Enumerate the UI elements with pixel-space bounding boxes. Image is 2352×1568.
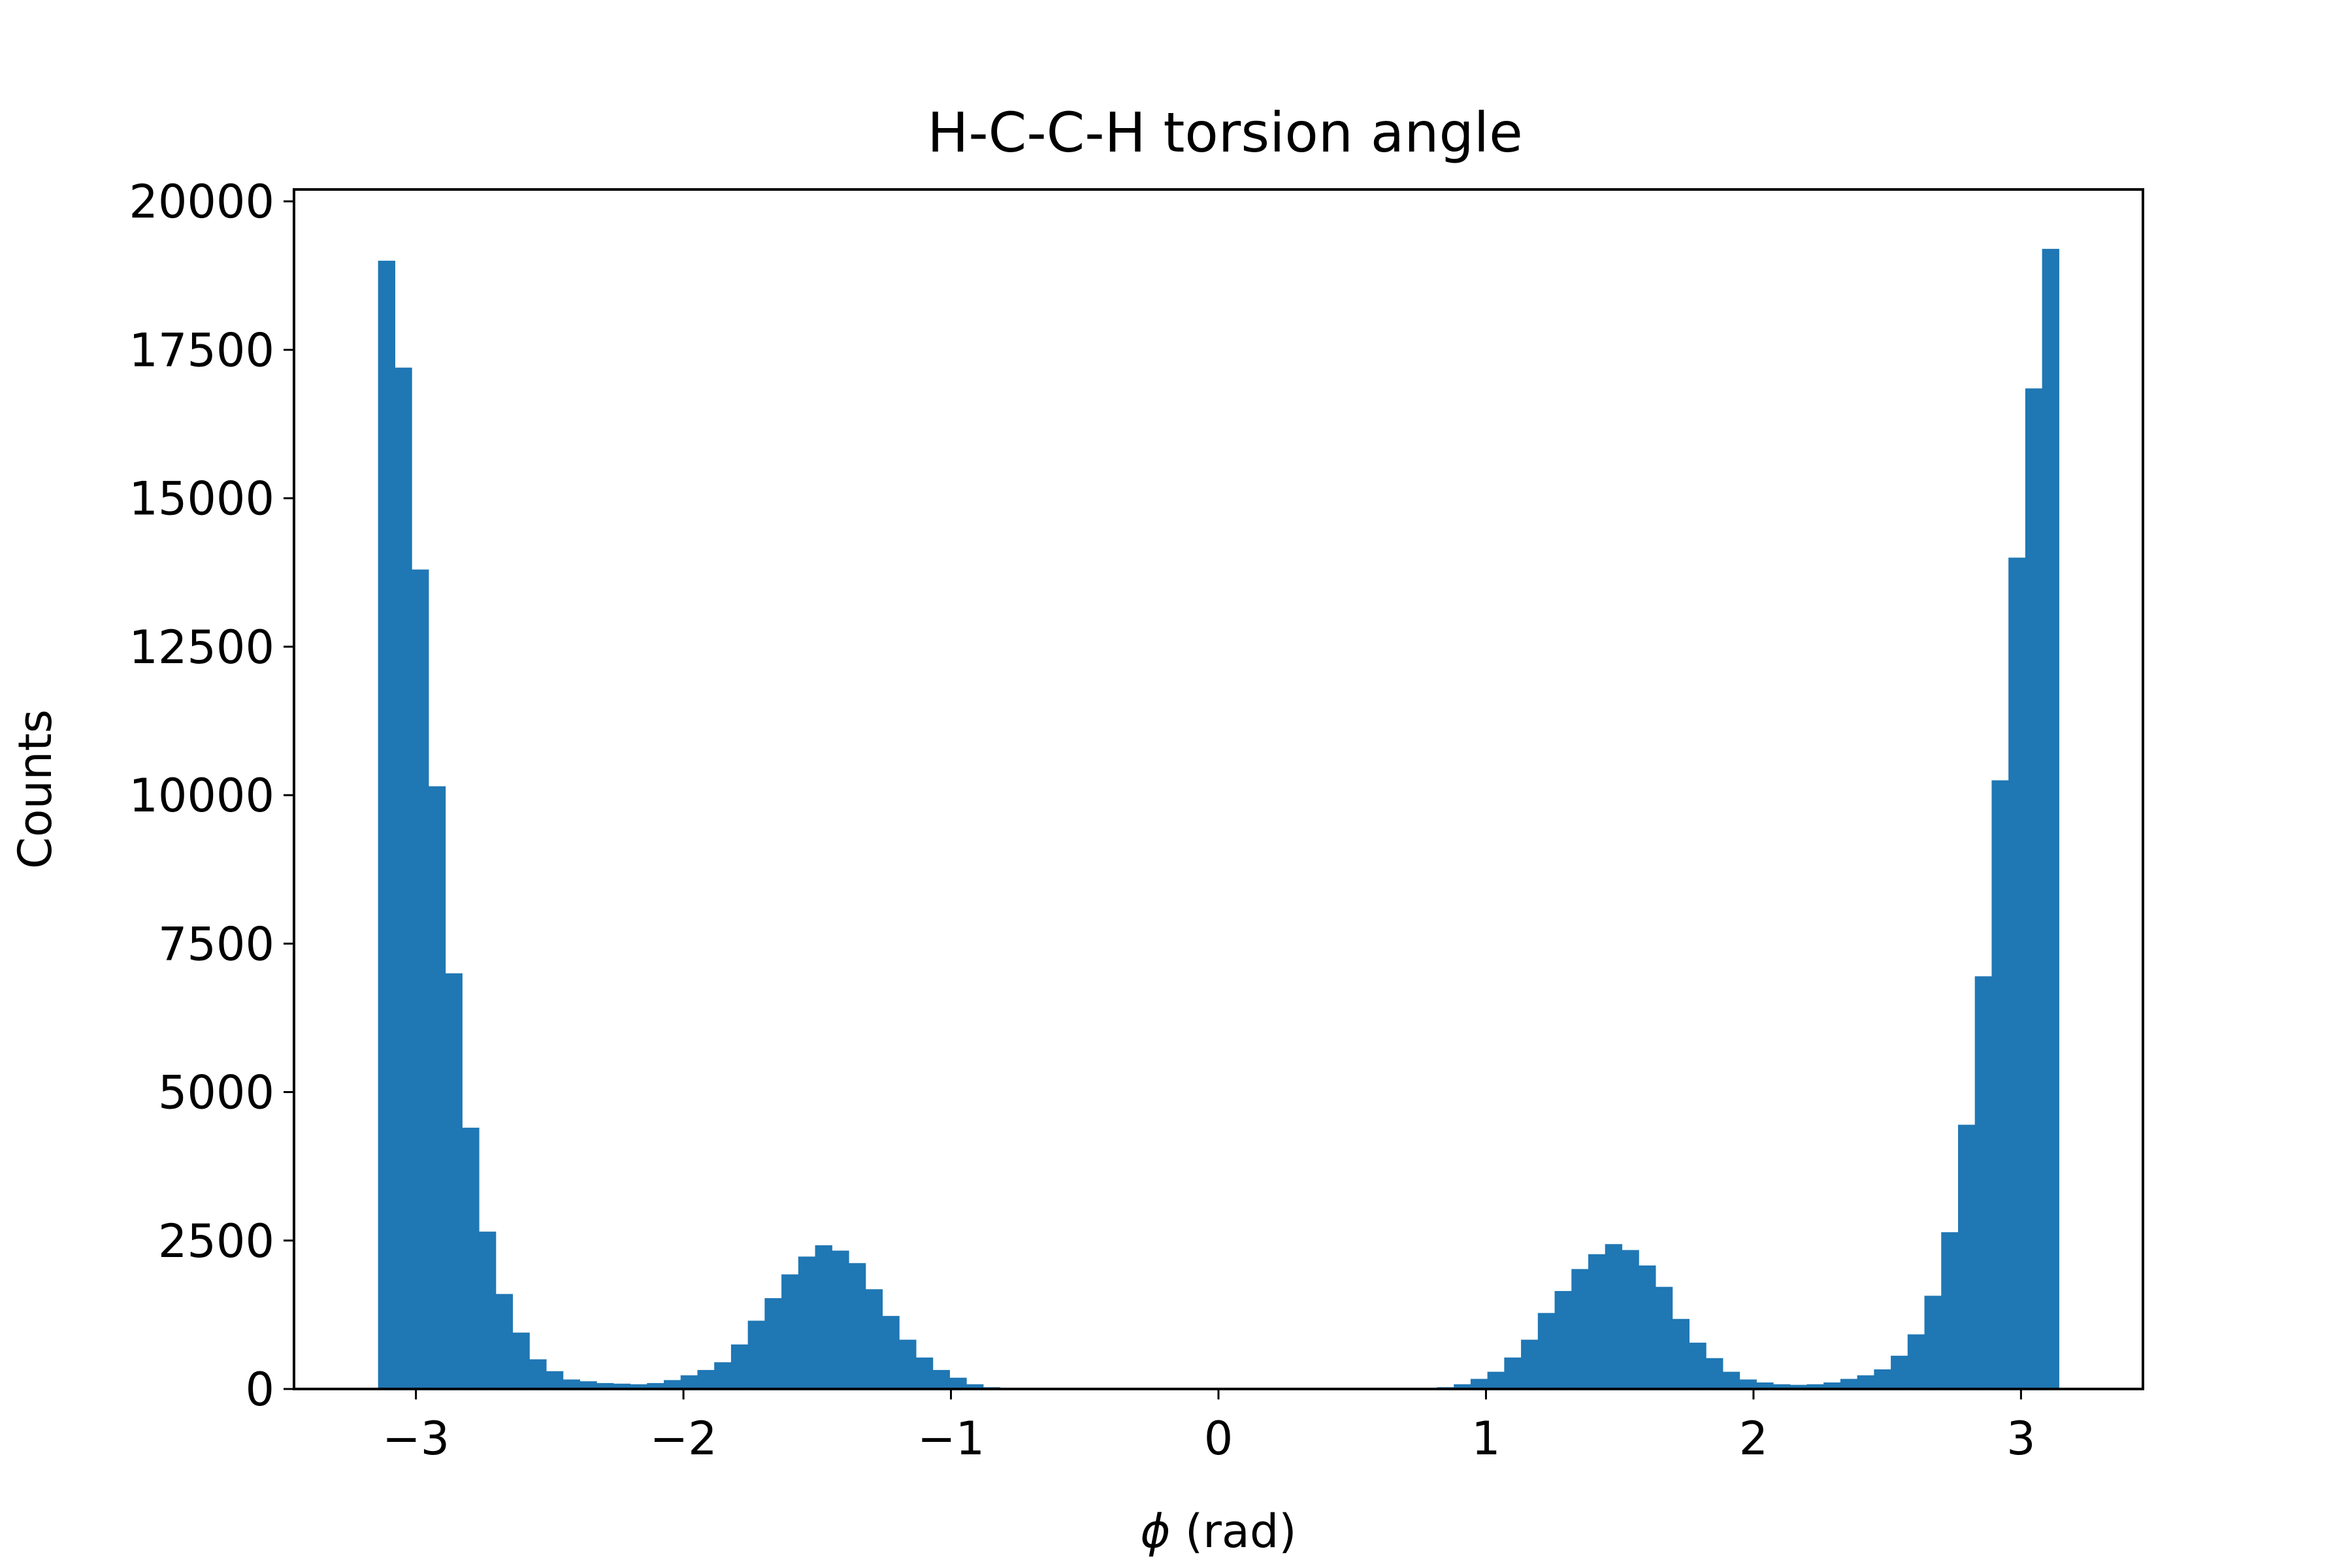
- histogram-bar: [563, 1379, 580, 1389]
- histogram-bar: [1537, 1313, 1556, 1389]
- histogram-bar: [580, 1381, 597, 1389]
- histogram-bar: [529, 1359, 547, 1389]
- histogram-bar: [1823, 1382, 1841, 1389]
- histogram-bar: [1789, 1384, 1808, 1389]
- histogram-bar: [764, 1298, 782, 1389]
- histogram-bar: [1571, 1269, 1589, 1389]
- histogram-bar: [647, 1382, 664, 1389]
- histogram-bar: [1470, 1379, 1488, 1389]
- histogram-bar: [1974, 976, 1993, 1389]
- histogram-bar: [1806, 1384, 1824, 1389]
- y-tick-label: 10000: [129, 769, 274, 823]
- x-axis-symbol: ϕ: [1140, 1505, 1170, 1558]
- histogram-bar: [1454, 1384, 1471, 1389]
- histogram-bar: [1655, 1286, 1673, 1389]
- histogram-bar: [2008, 557, 2026, 1389]
- histogram-bar: [1689, 1343, 1707, 1389]
- histogram-bar: [613, 1383, 631, 1389]
- histogram-bar: [1857, 1375, 1874, 1389]
- histogram-bar: [832, 1250, 849, 1389]
- histogram-bar: [445, 973, 463, 1389]
- x-axis: −3 −2 −1 0 1 2 3: [382, 1389, 2036, 1465]
- histogram-bar: [1622, 1250, 1639, 1389]
- histogram-bar: [1504, 1357, 1522, 1389]
- x-tick-label: 3: [2006, 1412, 2036, 1465]
- chart-title: H-C-C-H torsion angle: [927, 101, 1523, 165]
- x-tick-label: 1: [1471, 1412, 1501, 1465]
- histogram-bar: [1772, 1384, 1791, 1389]
- y-tick-label: 0: [245, 1363, 274, 1416]
- histogram-bar: [2025, 388, 2043, 1390]
- histogram-bar: [1874, 1369, 1891, 1389]
- histogram-bar: [546, 1371, 564, 1389]
- histogram-bar: [1991, 780, 2009, 1389]
- histogram-bar: [747, 1320, 765, 1389]
- histogram-bar: [479, 1232, 497, 1389]
- histogram-bar: [1588, 1254, 1606, 1389]
- histogram-bar: [1554, 1291, 1572, 1389]
- histogram-bar: [412, 569, 429, 1390]
- histogram-bar: [949, 1377, 967, 1389]
- histogram-bar: [1941, 1232, 1959, 1389]
- histogram-bar: [966, 1384, 984, 1389]
- histogram-bar: [2042, 248, 2059, 1389]
- plot-frame: [293, 188, 2144, 1390]
- histogram-bar: [1672, 1318, 1690, 1389]
- y-tick-label: 15000: [129, 472, 274, 526]
- histogram-bar: [697, 1369, 715, 1389]
- histogram-bar: [1739, 1379, 1757, 1389]
- y-axis-title: Counts: [8, 710, 62, 869]
- histogram-bar: [882, 1316, 900, 1389]
- y-axis: 0 2500 5000 7500 10000 12500 15000 17500 20000: [129, 175, 294, 1416]
- histogram-bar: [1907, 1334, 1925, 1389]
- histogram-bar: [378, 261, 395, 1389]
- y-tick-label: 2500: [158, 1215, 274, 1268]
- histogram-bar: [630, 1384, 647, 1389]
- histogram-bar: [865, 1289, 883, 1389]
- histogram-bar: [1840, 1379, 1858, 1389]
- histogram-bar: [932, 1369, 950, 1389]
- x-tick-label: −3: [382, 1412, 449, 1465]
- histogram-bar: [730, 1344, 749, 1389]
- histogram-bar: [849, 1263, 866, 1389]
- histogram-bar: [1957, 1124, 1976, 1389]
- histogram-bar: [1605, 1244, 1623, 1389]
- x-axis-title: ϕ (rad): [1140, 1505, 1296, 1558]
- histogram-bar: [1756, 1382, 1774, 1389]
- histogram-bar: [495, 1294, 514, 1389]
- y-tick-label: 7500: [158, 917, 274, 971]
- histogram-bar: [395, 367, 412, 1389]
- x-tick-label: 0: [1204, 1412, 1233, 1465]
- histogram-bar: [1521, 1339, 1539, 1389]
- histogram-bar: [798, 1256, 816, 1389]
- x-tick-label: −1: [917, 1412, 985, 1465]
- y-tick-label: 12500: [129, 621, 274, 674]
- histogram-bar: [428, 786, 446, 1389]
- x-tick-label: −2: [649, 1412, 717, 1465]
- histogram-bar: [664, 1380, 681, 1389]
- histogram-bar: [1722, 1371, 1740, 1389]
- histogram-bar: [512, 1332, 530, 1389]
- y-tick-label: 17500: [129, 323, 274, 377]
- histogram-bar: [1639, 1265, 1656, 1389]
- histogram-bar: [899, 1339, 917, 1389]
- histogram-bar: [1706, 1358, 1723, 1389]
- histogram-bar: [815, 1245, 832, 1389]
- histogram-bar: [1891, 1356, 1908, 1389]
- histogram-bar: [596, 1382, 614, 1389]
- histogram-bar: [714, 1362, 732, 1389]
- histogram-bar: [680, 1375, 698, 1389]
- y-tick-label: 5000: [158, 1066, 274, 1120]
- histogram-bar: [1487, 1371, 1505, 1389]
- histogram-bar: [915, 1357, 934, 1389]
- x-tick-label: 2: [1739, 1412, 1769, 1465]
- x-axis-unit: (rad): [1171, 1505, 1297, 1558]
- histogram-bar: [462, 1128, 480, 1389]
- histogram-bar: [781, 1274, 799, 1389]
- y-tick-label: 20000: [129, 175, 274, 229]
- histogram-bars: [378, 248, 2059, 1390]
- histogram-bar: [1924, 1296, 1942, 1389]
